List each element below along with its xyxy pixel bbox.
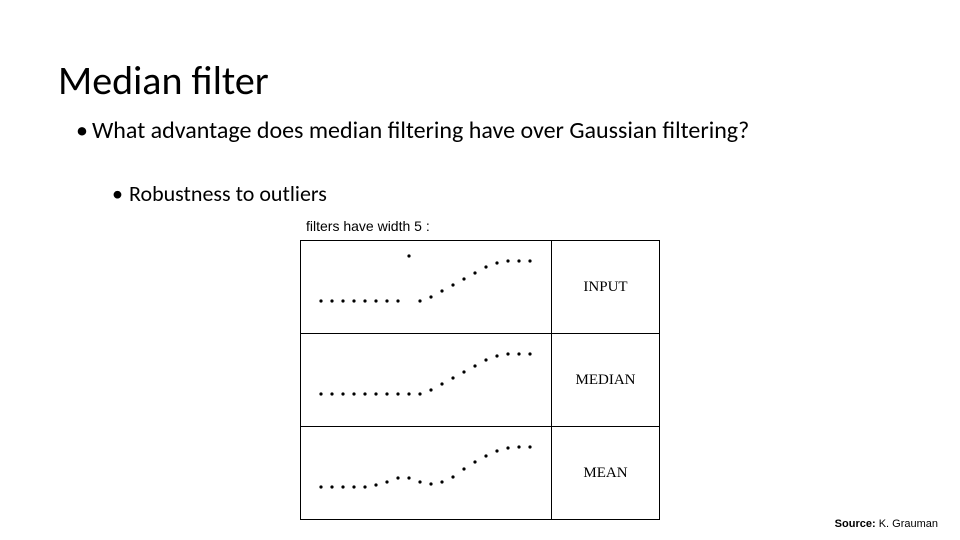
panel-median — [301, 334, 552, 427]
bullet-1-text: What advantage does median filtering hav… — [92, 116, 749, 145]
bullet-dot: • — [76, 116, 88, 146]
bullet-2-text: Robustness to outliers — [129, 180, 327, 207]
figure-row-median: MEDIAN — [301, 334, 660, 427]
dot-plot-input — [301, 241, 551, 333]
source-author: K. Grauman — [876, 518, 938, 530]
row-label-mean: MEAN — [552, 427, 660, 520]
slide-title: Median filter — [58, 56, 269, 105]
filters-figure: filters have width 5 : INPUT MEDIAN MEAN — [300, 218, 660, 520]
bullet-dot: • — [112, 180, 123, 207]
panel-mean — [301, 427, 552, 520]
figure-row-mean: MEAN — [301, 427, 660, 520]
figure-row-input: INPUT — [301, 241, 660, 334]
dot-plot-mean — [301, 427, 551, 519]
slide: { "title": "Median filter", "bullet1": "… — [0, 0, 960, 540]
bullet-level-2: •Robustness to outliers — [112, 180, 327, 207]
bullet-level-1: •What advantage does median filtering ha… — [76, 116, 866, 146]
dot-plot-median — [301, 334, 551, 426]
source-credit: Source: K. Grauman — [835, 518, 938, 530]
panel-input — [301, 241, 552, 334]
row-label-median: MEDIAN — [552, 334, 660, 427]
figure-caption: filters have width 5 : — [306, 218, 660, 234]
row-label-input: INPUT — [552, 241, 660, 334]
figure-table: INPUT MEDIAN MEAN — [300, 240, 660, 520]
source-label: Source: — [835, 518, 876, 530]
